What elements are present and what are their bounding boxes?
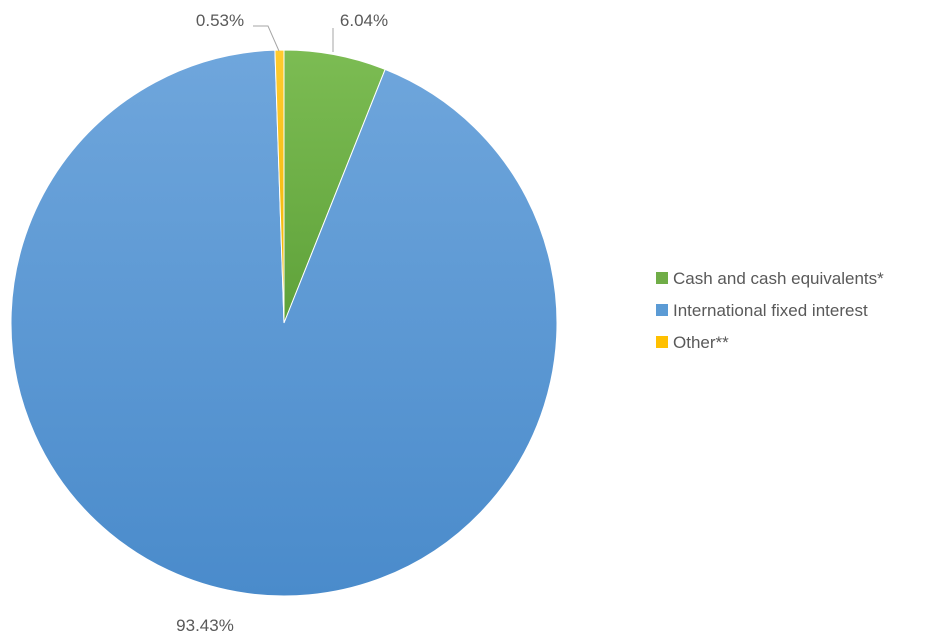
legend-swatch-cash [656, 272, 668, 284]
pie-slice-international-fixed-interest [10, 49, 558, 597]
legend-item-international-fixed-interest: International fixed interest [656, 301, 868, 320]
data-label-international-fixed-interest: 93.43% [176, 616, 234, 635]
legend-swatch-international-fixed-interest [656, 304, 668, 316]
legend-label-international-fixed-interest: International fixed interest [673, 301, 868, 320]
data-label-cash: 6.04% [340, 11, 388, 30]
pie-slices [10, 49, 558, 597]
pie-slice-other [274, 49, 285, 324]
legend-label-cash: Cash and cash equivalents* [673, 269, 884, 288]
legend-label-other: Other** [673, 333, 729, 352]
legend-swatch-other [656, 336, 668, 348]
legend: Cash and cash equivalents* International … [656, 269, 884, 352]
legend-item-cash: Cash and cash equivalents* [656, 269, 884, 288]
legend-item-other: Other** [656, 333, 729, 352]
leader-line-other [253, 25, 280, 52]
pie-data-labels: 6.04% 93.43% 0.53% [176, 11, 388, 635]
data-label-other: 0.53% [196, 11, 244, 30]
